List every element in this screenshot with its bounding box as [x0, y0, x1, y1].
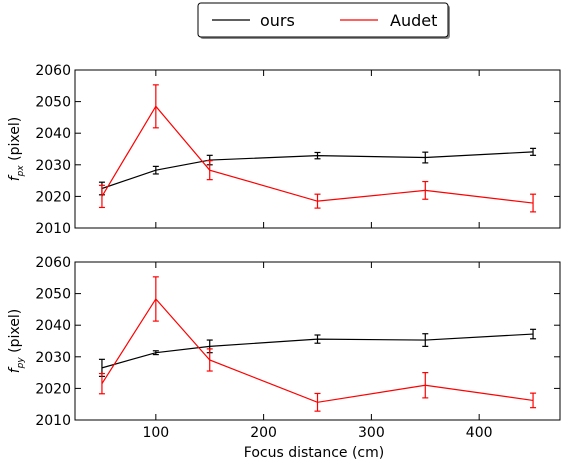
y-tick-label: 2050	[35, 287, 71, 303]
y-axis-label-symbol: f	[7, 366, 23, 373]
y-tick-label: 2020	[35, 189, 71, 205]
y-tick-label: 2010	[35, 221, 71, 237]
y-axis-label-symbol: f	[7, 174, 23, 181]
series-ours	[98, 147, 537, 196]
x-tick-label: 100	[142, 425, 169, 441]
series-line	[101, 297, 534, 403]
series-audet	[98, 276, 537, 412]
y-tick-label: 2030	[35, 350, 71, 366]
series-line	[101, 333, 534, 369]
plot-frame	[74, 69, 561, 229]
y-tick-label: 2020	[35, 381, 71, 397]
series-line	[101, 151, 534, 190]
series-line	[101, 105, 534, 204]
plot-frame	[74, 261, 561, 421]
y-axis-label-unit: (pixel)	[7, 117, 23, 166]
legend: ours Audet	[197, 2, 450, 39]
x-tick-label: 400	[466, 425, 493, 441]
y-tick-label: 2040	[35, 318, 71, 334]
legend-box	[197, 2, 449, 38]
y-tick-label: 2040	[35, 126, 71, 142]
x-axis-label: Focus distance (cm)	[244, 445, 384, 461]
y-tick-label: 2050	[35, 95, 71, 111]
y-axis-label-subscript: py	[16, 357, 26, 370]
series-audet	[98, 84, 537, 213]
y-axis-label-unit: (pixel)	[7, 309, 23, 358]
y-axis-label: fpy (pixel)	[7, 309, 26, 374]
x-tick-label: 200	[250, 425, 277, 441]
legend-label-audet: Audet	[390, 11, 437, 30]
series-ours	[98, 328, 537, 377]
y-tick-label: 2060	[35, 63, 71, 79]
panel-1: 2010 2020 2030 2040 2050 2060 fpx (pixel)	[7, 63, 561, 237]
y-axis-label-subscript: px	[16, 165, 26, 178]
y-tick-label: 2010	[35, 413, 71, 429]
y-axis-label: fpx (pixel)	[7, 117, 26, 182]
y-tick-label: 2060	[35, 255, 71, 271]
legend-label-ours: ours	[260, 11, 295, 30]
panel-2: 2010 2020 2030 2040 2050 2060 100 200 300 400 fpy …	[7, 255, 561, 441]
y-tick-label: 2030	[35, 158, 71, 174]
x-tick-label: 300	[358, 425, 385, 441]
